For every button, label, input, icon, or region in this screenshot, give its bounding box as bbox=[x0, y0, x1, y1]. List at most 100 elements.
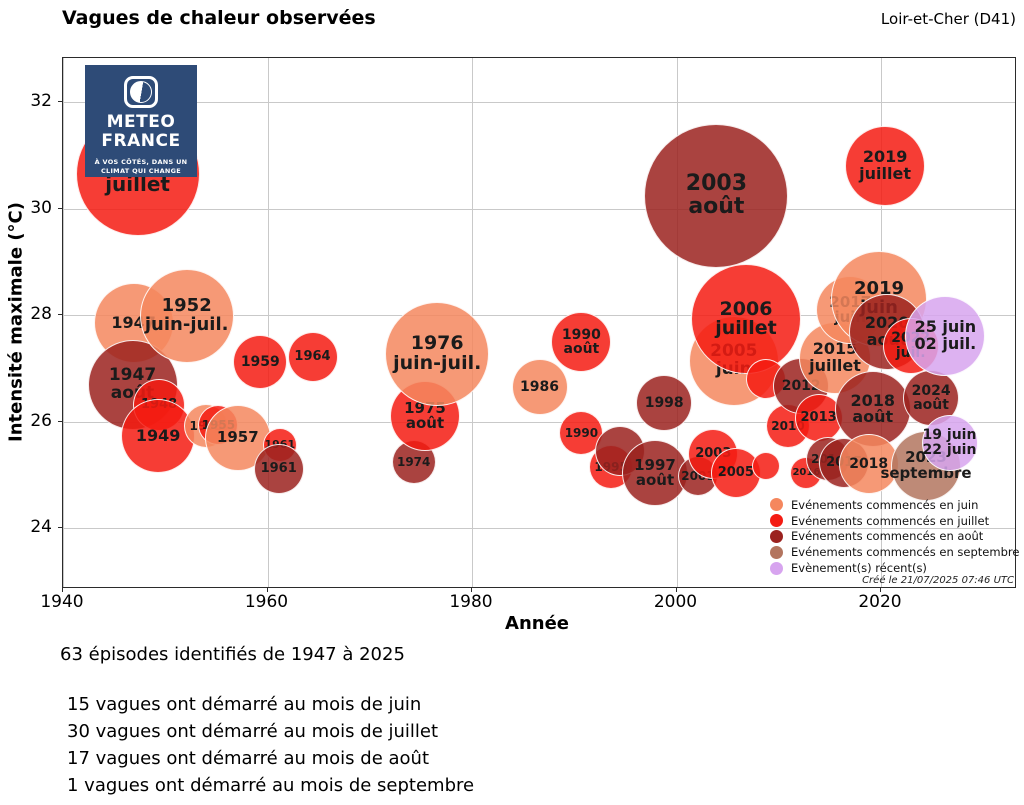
logo-tagline-line2: CLIMAT QUI CHANGE bbox=[100, 167, 182, 176]
y-tick-label: 24 bbox=[30, 517, 52, 537]
legend-item: Evénements commencés en septembre bbox=[770, 544, 1019, 560]
x-tick-label: 1980 bbox=[449, 592, 493, 612]
legend-swatch bbox=[770, 529, 783, 543]
bubble-2019-juillet: 2019 juillet bbox=[845, 125, 926, 206]
bubble-1964: 1964 bbox=[287, 332, 338, 383]
bubble-label: 2018 bbox=[849, 455, 889, 472]
bubble-1986: 1986 bbox=[511, 358, 568, 415]
y-tick-label: 26 bbox=[30, 410, 52, 431]
bubble-label: 1959 bbox=[240, 353, 280, 370]
legend: Evénements commencés en juin Evénements c… bbox=[770, 497, 1019, 576]
bubble-label: 2003 août bbox=[685, 171, 747, 220]
y-tick-mark bbox=[58, 314, 62, 316]
legend-label: Evènement(s) récent(s) bbox=[791, 561, 927, 576]
legend-swatch bbox=[770, 514, 783, 528]
bubble-1998: 1998 bbox=[636, 374, 693, 431]
legend-item: Evénements commencés en juin bbox=[770, 497, 1019, 513]
x-tick-label: 1940 bbox=[40, 592, 84, 612]
y-tick-mark bbox=[58, 207, 62, 209]
bubble-label: 2019 juillet bbox=[859, 147, 911, 183]
sun-circle-icon bbox=[130, 81, 152, 104]
bubble-label: 25 juin 02 juil. bbox=[914, 317, 977, 353]
bubble-19-juin-22-juin: 19 juin 22 juin bbox=[921, 414, 978, 471]
bubble-label: 1952 juin-juil. bbox=[144, 295, 229, 336]
bubble-label: 1990 août bbox=[561, 326, 601, 358]
logo-tagline-line1: À VOS CÔTÉS, DANS UN bbox=[94, 157, 188, 166]
bubble-label: 1998 bbox=[644, 394, 684, 411]
gridline-y bbox=[63, 528, 1015, 529]
x-tick-mark bbox=[62, 588, 64, 592]
legend-item: Evènement(s) récent(s) bbox=[770, 560, 1019, 576]
x-tick-mark bbox=[675, 588, 677, 592]
bubble-label: 1976 juin-juil. bbox=[393, 332, 482, 374]
bubble-label: 2015 juillet bbox=[809, 339, 861, 376]
bubble-1990-août: 1990 août bbox=[551, 312, 612, 373]
gridline-y bbox=[63, 102, 1015, 103]
bubble-1961: 1961 bbox=[253, 443, 304, 494]
x-tick-mark bbox=[880, 588, 882, 592]
bubble-label: 2024 août bbox=[911, 382, 951, 414]
bubble-label: 19 juin 22 juin bbox=[922, 427, 977, 458]
gridline-y bbox=[63, 208, 1015, 210]
bubble-1997-août: 1997 août bbox=[622, 440, 688, 507]
page-title: Vagues de chaleur observées bbox=[62, 7, 376, 29]
legend-swatch bbox=[770, 561, 783, 575]
bubble-label: 2005 bbox=[717, 465, 754, 481]
bubble-label: 2018 août bbox=[850, 390, 896, 427]
meteo-france-icon bbox=[124, 76, 158, 109]
x-tick-label: 2000 bbox=[653, 592, 698, 612]
legend-label: Evénements commencés en août bbox=[791, 529, 984, 544]
legend-item: Evénements commencés en juillet bbox=[770, 513, 1019, 529]
bubble-1959: 1959 bbox=[233, 334, 288, 389]
bubble-event bbox=[751, 452, 780, 481]
stats-line-septembre: 1 vagues ont démarré au mois de septembr… bbox=[67, 775, 475, 796]
y-tick-mark bbox=[58, 527, 62, 529]
x-tick-label: 1960 bbox=[244, 592, 289, 612]
stats-line-aout: 17 vagues ont démarré au mois de août bbox=[67, 748, 430, 769]
legend-label: Evénements commencés en septembre bbox=[791, 545, 1020, 560]
gridline-y bbox=[63, 315, 1015, 316]
bubble-25-juin-02-juil.: 25 juin 02 juil. bbox=[905, 295, 986, 376]
bubble-label: 1974 bbox=[396, 454, 431, 469]
x-tick-label: 2020 bbox=[858, 592, 902, 612]
gridline-y bbox=[63, 421, 1015, 423]
legend-swatch bbox=[770, 498, 783, 512]
y-tick-mark bbox=[58, 420, 62, 422]
legend-swatch bbox=[770, 545, 783, 559]
bubble-2003-août: 2003 août bbox=[644, 124, 789, 269]
legend-item: Evénements commencés en août bbox=[770, 529, 1019, 545]
y-tick-mark bbox=[58, 101, 62, 103]
y-tick-label: 30 bbox=[30, 197, 52, 218]
episodes-summary: 63 épisodes identifiés de 1947 à 2025 bbox=[60, 644, 405, 665]
bubble-1976-juin-juil.: 1976 juin-juil. bbox=[385, 301, 490, 406]
meteo-france-logo: METEO FRANCE À VOS CÔTÉS, DANS UN CLIMAT… bbox=[85, 65, 197, 177]
x-tick-mark bbox=[266, 588, 268, 592]
bubble-2006-juillet: 2006 juillet bbox=[691, 264, 801, 375]
y-tick-label: 32 bbox=[30, 91, 52, 111]
bubble-1990: 1990 bbox=[559, 411, 604, 456]
legend-label: Evénements commencés en juillet bbox=[791, 513, 990, 528]
gridline-x bbox=[676, 58, 678, 587]
stats-lines: 15 vagues ont démarré au mois de juin 30… bbox=[67, 691, 474, 799]
bubble-label: 2016 bbox=[792, 466, 821, 478]
bubble-label: 1990 bbox=[564, 425, 599, 440]
bubble-2005: 2005 bbox=[710, 448, 761, 499]
stats-line-juillet: 30 vagues ont démarré au mois de juillet bbox=[67, 721, 439, 742]
gridline-x bbox=[63, 58, 64, 587]
logo-brand-line1: METEO bbox=[106, 112, 176, 133]
logo-tagline: À VOS CÔTÉS, DANS UN CLIMAT QUI CHANGE bbox=[95, 158, 188, 178]
bubble-1949: 1949 bbox=[121, 398, 196, 473]
bubble-1952-juin-juil.: 1952 juin-juil. bbox=[139, 269, 234, 364]
legend-label: Evénements commencés en juin bbox=[791, 497, 979, 512]
bubble-label: 2006 juillet bbox=[715, 297, 777, 340]
created-timestamp: Créé le 21/07/2025 07:46 UTC bbox=[862, 575, 1014, 586]
bubble-label: 1964 bbox=[294, 349, 331, 365]
region-label: Loir-et-Cher (D41) bbox=[880, 10, 1016, 28]
bubble-label: 1957 bbox=[216, 428, 259, 447]
y-tick-label: 28 bbox=[30, 304, 52, 324]
bubble-label: 2013 bbox=[800, 410, 837, 426]
bubble-label: 1997 août bbox=[634, 455, 676, 490]
x-axis-label: Année bbox=[505, 613, 569, 634]
